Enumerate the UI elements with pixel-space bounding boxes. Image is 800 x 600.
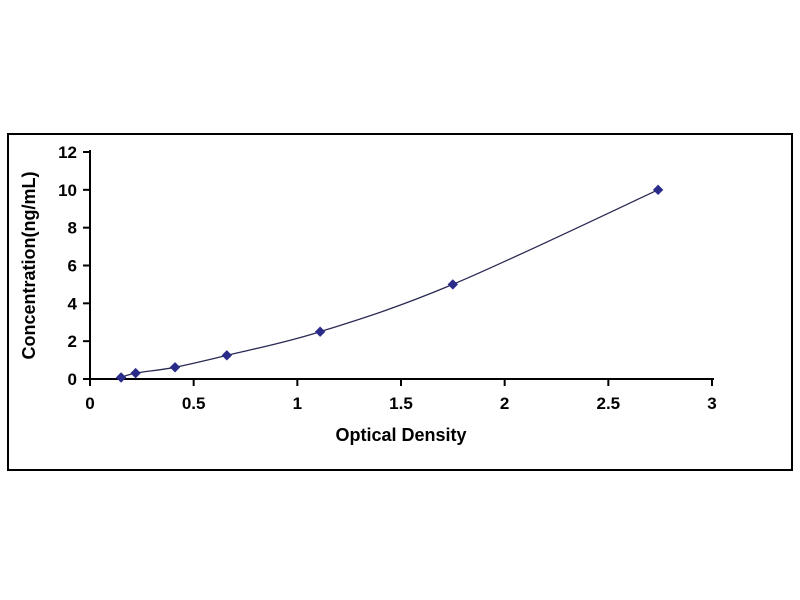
data-point-marker <box>221 350 233 361</box>
series-line-standard-curve <box>120 189 659 379</box>
y-tick-label: 12 <box>58 143 77 162</box>
x-tick-label: 0.5 <box>182 394 206 413</box>
data-point-marker <box>314 326 326 337</box>
y-tick-label: 8 <box>68 219 77 238</box>
y-tick-label: 2 <box>68 332 77 351</box>
x-tick-label: 1.5 <box>389 394 413 413</box>
data-point-marker <box>130 367 141 379</box>
data-point-marker <box>447 279 459 290</box>
x-tick-label: 2 <box>500 394 509 413</box>
y-tick-label: 4 <box>68 294 78 313</box>
y-tick-label: 10 <box>58 181 77 200</box>
x-tick-label: 3 <box>707 394 716 413</box>
y-axis-title: Concentration(ng/mL) <box>19 172 39 360</box>
data-point-marker <box>169 362 181 373</box>
x-tick-label: 1 <box>293 394 302 413</box>
y-tick-label: 0 <box>68 370 77 389</box>
x-tick-label: 2.5 <box>597 394 621 413</box>
data-point-marker <box>652 184 664 196</box>
data-point-marker <box>115 372 127 383</box>
x-axis-title: Optical Density <box>335 425 466 445</box>
standard-curve-chart: 0 0.5 1 1.5 2 2.5 3 0 2 4 6 8 10 12 Optical Density Con… <box>19 143 717 445</box>
chart-frame: 0 0.5 1 1.5 2 2.5 3 0 2 4 6 8 10 12 Optical Density Con… <box>7 133 793 471</box>
y-tick-label: 6 <box>68 257 77 276</box>
x-tick-label: 0 <box>85 394 94 413</box>
